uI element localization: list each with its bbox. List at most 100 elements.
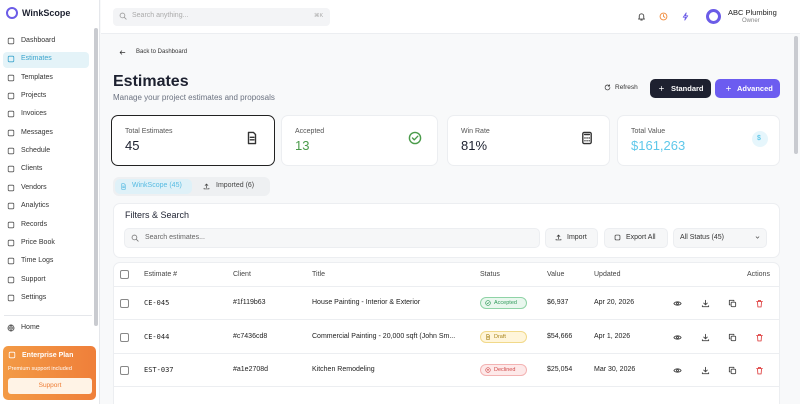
table-card [113, 262, 780, 404]
estimate-id: CE-044 [144, 332, 170, 341]
nav-item[interactable]: Templates [21, 73, 53, 81]
client: #c7436cd8 [233, 332, 268, 340]
nav-icon [7, 184, 15, 191]
duplicate-action[interactable] [728, 299, 737, 308]
shortcut: ⌘K [314, 13, 324, 19]
stat-card[interactable] [281, 115, 438, 166]
brand: WinkScope [22, 8, 71, 18]
refresh-icon [604, 84, 611, 91]
nav-item[interactable]: Clients [21, 165, 43, 173]
stat-icon [582, 131, 592, 145]
nav-item[interactable]: Price Book [21, 238, 55, 246]
updated: Mar 30, 2026 [594, 366, 636, 373]
nav-item[interactable]: Settings [21, 293, 47, 301]
user-name: ABC Plumbing [728, 8, 777, 17]
row-checkbox[interactable] [120, 366, 129, 375]
row-divider [113, 286, 780, 287]
notifications[interactable] [637, 12, 646, 21]
advanced-button[interactable] [715, 79, 780, 98]
view-action[interactable] [673, 333, 682, 342]
nav-item[interactable]: Home [21, 324, 40, 331]
duplicate-action[interactable] [728, 366, 737, 375]
download-action[interactable] [701, 366, 710, 375]
nav-item[interactable]: Dashboard [21, 37, 56, 44]
divider [4, 315, 92, 316]
nav-icon [7, 202, 15, 210]
column-header: Value [547, 271, 565, 278]
nav-icon [7, 111, 15, 118]
row-divider [113, 319, 780, 320]
title: House Painting - Interior & Exterior [312, 299, 421, 306]
stat-value: 45 [125, 138, 140, 153]
history[interactable] [659, 12, 668, 21]
plan-title: Enterprise Plan [22, 352, 74, 359]
duplicate-action[interactable] [728, 333, 737, 342]
tab[interactable]: WinkScope (45) [132, 182, 182, 189]
plan-subtitle: Premium support included [8, 366, 72, 372]
export-icon [614, 234, 621, 241]
nav-icon [7, 294, 15, 302]
quick-actions[interactable] [681, 12, 690, 21]
value: $25,054 [547, 366, 573, 373]
estimate-search[interactable] [124, 228, 540, 248]
delete-action[interactable] [755, 299, 764, 308]
search-box[interactable] [113, 8, 330, 26]
nav-item[interactable]: Projects [21, 92, 47, 100]
back-arrow[interactable] [119, 49, 126, 56]
row-divider [113, 386, 780, 387]
nav-item[interactable]: Invoices [21, 110, 47, 118]
standard-button[interactable] [650, 79, 711, 98]
plan-button[interactable]: Support [8, 378, 92, 394]
column-header: Actions [747, 271, 770, 278]
import-button[interactable] [545, 228, 598, 248]
import-icon [555, 234, 562, 241]
page-subtitle: Manage your project estimates and propos… [113, 93, 275, 102]
status-label: All Status (45) [680, 234, 724, 241]
nav-icon [7, 276, 15, 283]
nav-active-bg [3, 52, 89, 69]
column-header: Estimate # [144, 271, 178, 278]
stat-label: Total Value [631, 128, 666, 135]
download-action[interactable] [701, 299, 710, 308]
tab-icon [203, 183, 210, 190]
stat-value: 81% [461, 138, 488, 153]
header-checkbox[interactable] [120, 270, 129, 279]
refresh-button[interactable]: Refresh [615, 84, 638, 91]
status-select[interactable] [673, 228, 767, 248]
stat-card[interactable] [111, 115, 275, 166]
stat-label: Accepted [295, 128, 325, 135]
view-action[interactable] [673, 299, 682, 308]
nav-item[interactable]: Analytics [21, 202, 50, 210]
delete-action[interactable] [755, 366, 764, 375]
download-action[interactable] [701, 333, 710, 342]
row-checkbox[interactable] [120, 332, 129, 342]
export-button[interactable] [604, 228, 668, 248]
status-icon [485, 367, 491, 373]
stat-value: 13 [295, 138, 310, 153]
status-text: Draft [494, 333, 506, 340]
nav-icon [7, 239, 15, 247]
nav-icon [7, 166, 15, 173]
back-link[interactable]: Back to Dashboard [136, 49, 188, 55]
delete-action[interactable] [755, 333, 764, 342]
nav-item[interactable]: Time Logs [21, 257, 54, 265]
stat-value: $161,263 [631, 138, 686, 153]
row-checkbox[interactable] [120, 299, 129, 308]
avatar[interactable] [706, 9, 721, 24]
stat-label: Win Rate [461, 128, 490, 135]
estimate-id: EST-037 [144, 366, 174, 374]
nav-item[interactable]: Support [21, 275, 46, 283]
nav-item[interactable]: Vendors [21, 183, 47, 191]
stat-icon [247, 131, 257, 145]
status-badge [480, 330, 527, 343]
nav-item[interactable]: Schedule [21, 147, 51, 155]
nav-icon [7, 37, 15, 45]
search-placeholder: Search estimates... [145, 234, 205, 241]
title: Commercial Painting - 20,000 sqft (John … [312, 332, 456, 340]
nav-item[interactable]: Estimates [21, 55, 52, 63]
stat-icon: $ [757, 135, 761, 142]
nav-item[interactable]: Records [21, 220, 48, 228]
nav-item[interactable]: Messages [21, 128, 53, 136]
view-action[interactable] [673, 366, 682, 375]
tab[interactable]: Imported (6) [216, 182, 255, 189]
